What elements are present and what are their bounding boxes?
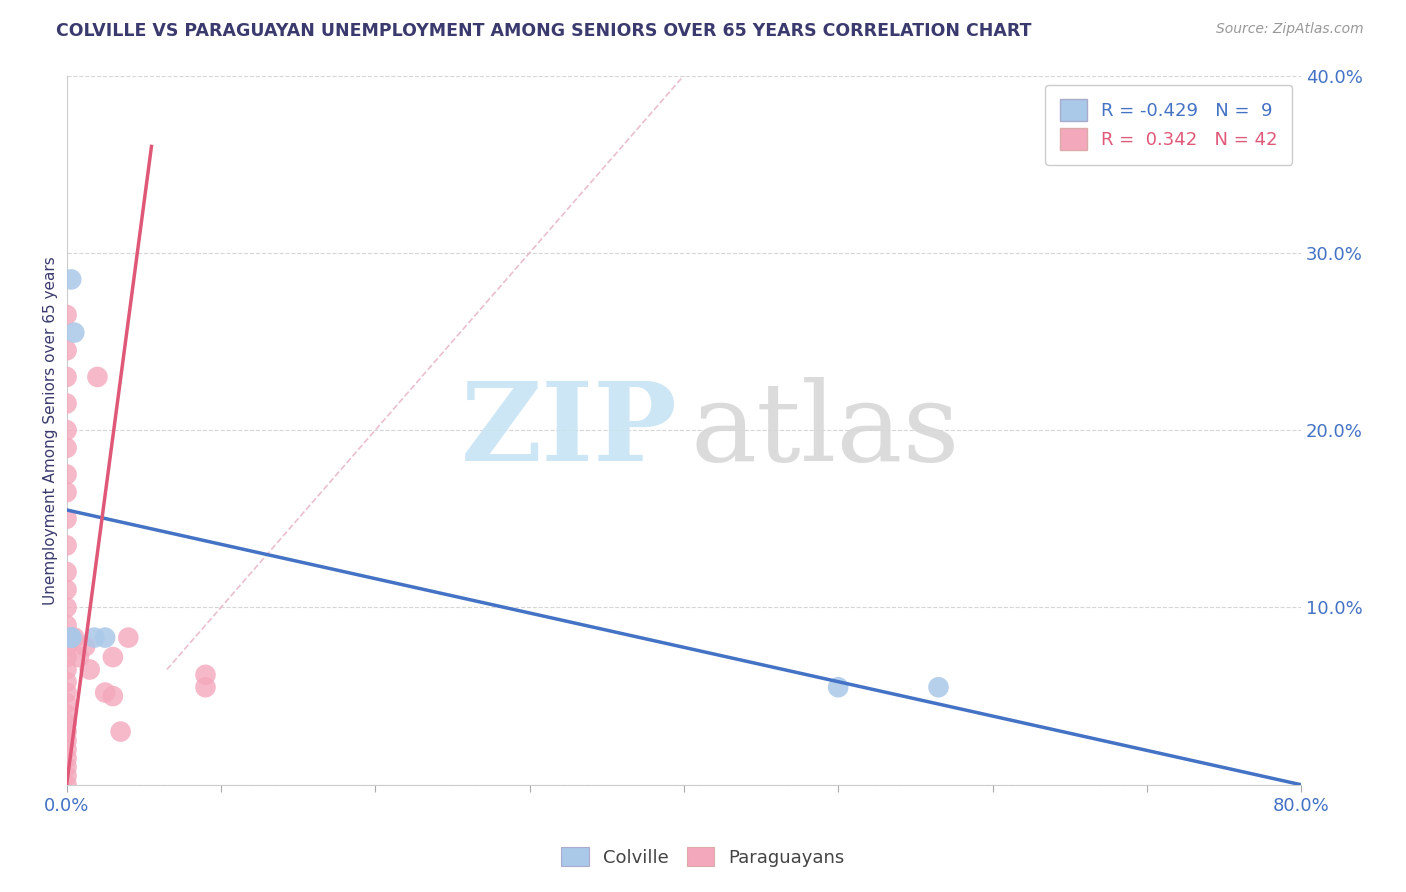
Point	[55, 742, 77, 756]
Point	[55, 370, 77, 384]
Point	[60, 272, 83, 286]
Point	[55, 538, 77, 552]
Point	[194, 680, 217, 694]
Point	[55, 696, 77, 710]
Point	[63, 326, 86, 340]
Point	[55, 706, 77, 721]
Point	[55, 396, 77, 410]
Point	[60, 631, 83, 645]
Point	[55, 733, 77, 747]
Point	[55, 441, 77, 455]
Point	[55, 685, 77, 699]
Text: ZIP: ZIP	[461, 376, 678, 483]
Point	[55, 308, 77, 322]
Point	[101, 689, 124, 703]
Text: COLVILLE VS PARAGUAYAN UNEMPLOYMENT AMONG SENIORS OVER 65 YEARS CORRELATION CHAR: COLVILLE VS PARAGUAYAN UNEMPLOYMENT AMON…	[56, 22, 1032, 40]
Point	[55, 715, 77, 730]
Text: atlas: atlas	[690, 376, 960, 483]
Point	[827, 680, 849, 694]
Point	[117, 631, 139, 645]
Point	[55, 778, 77, 792]
Point	[194, 668, 217, 682]
Text: Source: ZipAtlas.com: Source: ZipAtlas.com	[1216, 22, 1364, 37]
Point	[55, 565, 77, 579]
Point	[101, 650, 124, 665]
Point	[83, 631, 105, 645]
Point	[55, 512, 77, 526]
Point	[55, 674, 77, 689]
Point	[55, 650, 77, 665]
Y-axis label: Unemployment Among Seniors over 65 years: Unemployment Among Seniors over 65 years	[44, 256, 58, 605]
Point	[55, 751, 77, 765]
Point	[86, 370, 108, 384]
Point	[55, 640, 77, 654]
Point	[55, 582, 77, 597]
Point	[55, 631, 77, 645]
Point	[55, 724, 77, 739]
Point	[55, 423, 77, 437]
Point	[63, 631, 86, 645]
Point	[67, 650, 90, 665]
Point	[60, 631, 83, 645]
Point	[60, 631, 83, 645]
Point	[55, 343, 77, 358]
Legend: R = -0.429   N =  9, R =  0.342   N = 42: R = -0.429 N = 9, R = 0.342 N = 42	[1045, 85, 1292, 165]
Point	[75, 640, 97, 654]
Point	[94, 631, 117, 645]
Point	[55, 485, 77, 500]
Legend: Colville, Paraguayans: Colville, Paraguayans	[554, 840, 852, 874]
Point	[55, 760, 77, 774]
Point	[55, 663, 77, 677]
Point	[55, 467, 77, 482]
Point	[55, 600, 77, 615]
Point	[55, 769, 77, 783]
Point	[55, 618, 77, 632]
Point	[94, 685, 117, 699]
Point	[79, 663, 101, 677]
Point	[927, 680, 949, 694]
Point	[110, 724, 132, 739]
